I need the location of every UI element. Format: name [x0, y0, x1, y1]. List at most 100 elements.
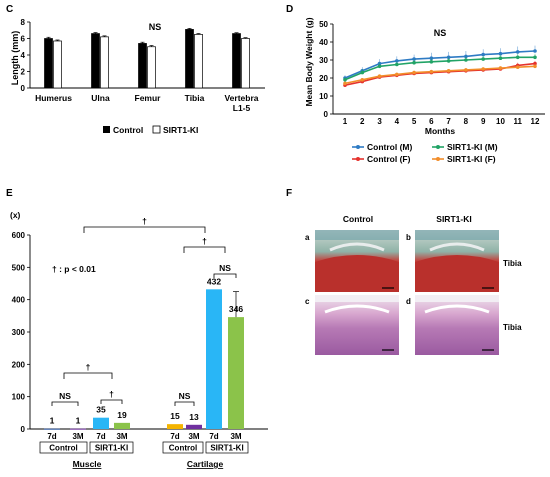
histology-tissue-top: Tibia: [503, 259, 522, 268]
panel-letter-d: D: [286, 4, 293, 15]
e-group-label: Cartilage: [187, 459, 224, 469]
d-series-line: [344, 56, 535, 81]
d-ytick-label: 0: [324, 110, 329, 119]
d-legend-label: SIRT1-KI (F): [447, 154, 496, 164]
e-bar: [114, 422, 130, 429]
e-significance-bracket: [83, 226, 206, 233]
d-ytick-label: 50: [319, 20, 328, 29]
panel-d: NS Mean Body Weight (g) Months 0 10 20 30 40…: [304, 17, 545, 164]
e-value-label: 432: [207, 276, 221, 286]
d-point: [481, 57, 485, 61]
e-significance-bracket: [51, 401, 79, 406]
e-value-label: 1: [76, 416, 81, 426]
d-xtick-label: 8: [464, 117, 469, 126]
d-ytick-label: 20: [319, 74, 328, 83]
d-point: [515, 50, 520, 54]
c-xtick-label: Vertebra: [224, 93, 258, 103]
d-point: [343, 78, 347, 82]
e-significance-bracket: [183, 246, 226, 253]
d-point: [446, 69, 451, 73]
d-point: [429, 69, 434, 74]
d-ytick-label: 30: [319, 56, 328, 65]
d-point: [395, 62, 399, 67]
c-xtick-label: Tibia: [185, 93, 205, 103]
c-xtick-label: Ulna: [91, 93, 110, 103]
histology-label-a: a: [305, 233, 310, 242]
d-point: [498, 56, 503, 60]
d-legend-marker: [436, 157, 440, 161]
e-significance-bracket: [100, 399, 123, 404]
d-point: [533, 55, 537, 60]
c-bar-sirt1: [53, 40, 62, 89]
e-time-label: 3M: [116, 432, 127, 441]
d-xtick-label: 4: [395, 117, 400, 126]
histology-image-c: [315, 295, 399, 355]
d-xtick-label: 7: [446, 117, 451, 126]
d-legend-label: Control (F): [367, 154, 411, 164]
d-ytick-label: 40: [319, 38, 328, 47]
d-legend-marker: [436, 145, 440, 149]
c-bar-control: [138, 43, 147, 89]
d-point: [533, 61, 537, 66]
histology-image-b: [415, 230, 499, 292]
d-legend-marker: [356, 157, 360, 161]
c-bar-sirt1: [100, 36, 109, 89]
e-significance-bracket: [174, 401, 195, 406]
e-bar: [186, 424, 202, 429]
e-time-label: 7d: [96, 432, 105, 441]
d-point: [412, 60, 416, 65]
histology-image-d: [415, 295, 499, 355]
c-bar-sirt1: [194, 34, 203, 89]
d-legend-label: SIRT1-KI (M): [447, 142, 498, 152]
e-annotation: † : p < 0.01: [52, 264, 96, 274]
d-xtick-label: 1: [343, 117, 348, 126]
e-genotype-label: Control: [169, 444, 197, 453]
e-time-label: 7d: [47, 432, 56, 441]
panel-c: NS Length (mm) 0 2 4 6 8 Humerus Ulna Femur Tibi…: [10, 18, 265, 135]
e-significance-label: †: [86, 362, 91, 372]
c-ytick-label: 4: [21, 51, 26, 60]
e-significance-label: NS: [179, 391, 191, 401]
c-bar-control: [185, 29, 194, 89]
c-legend-swatch-sirt1: [152, 125, 161, 134]
e-ytick-label: 500: [12, 263, 26, 272]
panel-letter-e: E: [6, 188, 13, 199]
e-value-label: 15: [170, 411, 180, 421]
histology-tissue-bottom: Tibia: [503, 323, 522, 332]
e-genotype-box: [205, 441, 249, 454]
e-ytick-label: 0: [21, 425, 26, 434]
d-xtick-label: 9: [481, 117, 486, 126]
e-significance-label: NS: [59, 391, 71, 401]
e-value-label: 1: [50, 416, 55, 426]
d-point: [498, 66, 503, 70]
d-point: [515, 55, 520, 60]
c-ytick-label: 6: [21, 35, 26, 44]
e-plot-area: 0 100 200 300 400 500 600 1 7d 1 3M 35 7d 19 3M 15 7d 13 3…: [12, 216, 268, 469]
e-ytick-label: 300: [12, 328, 26, 337]
d-title: NS: [434, 28, 447, 38]
d-point: [464, 68, 468, 72]
d-point: [533, 49, 537, 53]
d-point: [377, 74, 382, 78]
d-point: [464, 58, 468, 62]
d-legend-label: Control (M): [367, 142, 412, 152]
c-bar-control: [91, 33, 100, 89]
d-legend: Control (M) SIRT1-KI (M) Control (F) SIRT1-…: [352, 142, 498, 164]
panel-letter-c: C: [6, 4, 13, 15]
f-col-sirt1: SIRT1-KI: [436, 214, 471, 224]
c-ylabel: Length (mm): [10, 31, 20, 86]
f-col-control: Control: [343, 214, 373, 224]
e-bar: [70, 428, 86, 430]
d-point: [412, 70, 416, 75]
panel-f: Control SIRT1-KI a b Tibia c: [305, 214, 522, 355]
c-title: NS: [149, 22, 162, 32]
e-significance-label: NS: [219, 263, 231, 273]
c-legend-label-control: Control: [113, 125, 143, 135]
e-bar: [206, 289, 222, 429]
histology-label-c: c: [305, 297, 310, 306]
e-time-label: 7d: [170, 432, 179, 441]
e-ytick-label: 200: [12, 360, 26, 369]
d-xtick-label: 6: [429, 117, 434, 126]
e-value-label: 13: [189, 412, 199, 422]
